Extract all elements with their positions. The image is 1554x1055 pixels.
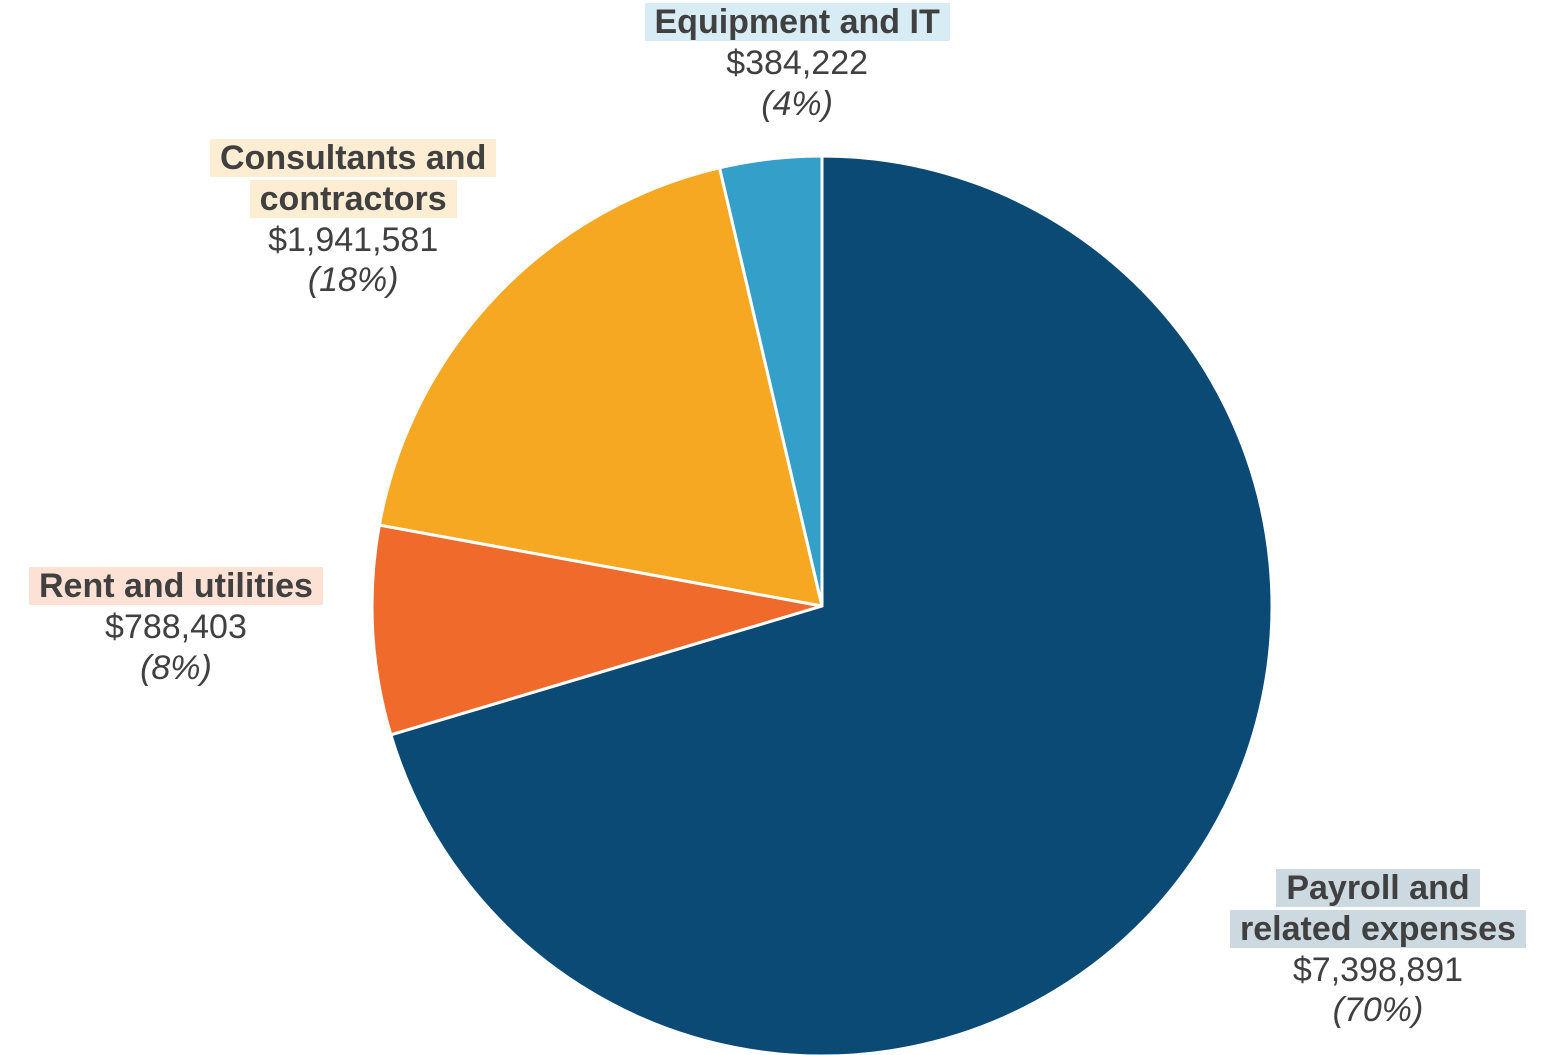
label-rent: Rent and utilities $788,403 (8%) <box>29 566 323 688</box>
pie-slice-payroll <box>389 154 1274 1055</box>
slice-percent: (8%) <box>140 648 212 687</box>
slice-name-line: Consultants and <box>210 139 497 177</box>
slice-amount: $1,941,581 <box>268 220 439 259</box>
slice-amount: $384,222 <box>726 43 869 82</box>
slice-name-line: Equipment and IT <box>644 3 950 41</box>
slice-percent: (4%) <box>761 84 833 123</box>
label-consultants: Consultants and contractors $1,941,581 (18%… <box>210 138 497 301</box>
slice-name-line: Payroll and <box>1276 869 1480 907</box>
label-equipment: Equipment and IT $384,222 (4%) <box>644 2 950 124</box>
slice-percent: (18%) <box>307 261 399 300</box>
slice-name-line: Rent and utilities <box>29 567 323 605</box>
label-payroll: Payroll and related expenses $7,398,891 (70… <box>1230 868 1526 1031</box>
slice-amount: $788,403 <box>105 607 247 646</box>
pie-slice-consultants <box>377 166 824 608</box>
slice-amount: $7,398,891 <box>1292 950 1464 989</box>
pie-slice-rent <box>370 523 824 737</box>
pie-slice-equipment <box>718 154 824 608</box>
slice-name-line: related expenses <box>1230 909 1526 948</box>
slice-percent: (70%) <box>1332 991 1424 1030</box>
slice-name-line: contractors <box>249 179 457 218</box>
